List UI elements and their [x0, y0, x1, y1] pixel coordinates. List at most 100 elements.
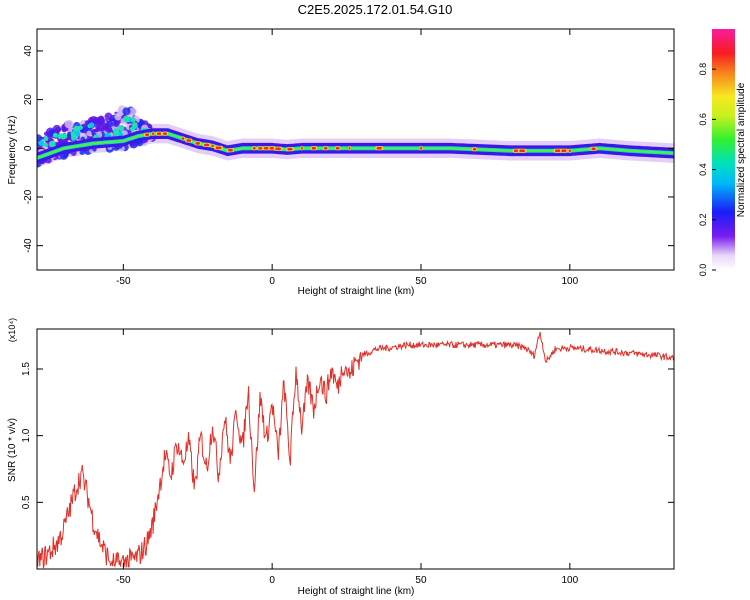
spectrogram-scatter-cell: [43, 142, 48, 148]
snr-x-tick-label: 50: [415, 575, 427, 586]
spectrogram-hotspot-core: [519, 149, 526, 153]
spectrogram-scatter-cell: [48, 140, 56, 148]
spectrogram-scatter-cell: [64, 119, 74, 129]
spectrogram-scatter-cell: [73, 125, 80, 132]
spectrogram-hotspot-core: [323, 146, 328, 150]
spectrogram-hotspot-core: [181, 137, 185, 140]
spectrogram-scatter-cell: [75, 130, 80, 136]
spectrogram-hotspot-core: [211, 144, 214, 148]
spectrogram-x-ticks: -50 0 50 100: [116, 29, 579, 287]
spectrogram-y-label: Frequency (Hz): [7, 116, 18, 185]
colorbar-tick-label: 0.8: [698, 63, 708, 76]
spectrogram-scatter-cell: [70, 134, 77, 141]
spectrogram-y-tick-label: 0: [23, 145, 34, 151]
colorbar-tick-label: 0.6: [698, 113, 708, 126]
spectrogram-scatter-cell: [131, 122, 138, 128]
spectrogram-core-green: [37, 132, 674, 160]
spectrogram-scatter-cell: [122, 115, 130, 123]
colorbar: 0.0 0.2 0.4 0.6 0.8 Normalized spectral ampl…: [698, 29, 747, 276]
snr-y-tick-label: 0.5: [21, 495, 32, 509]
spectrogram-hotspot-core: [376, 146, 383, 150]
spectrogram-hotspot-core: [300, 146, 303, 150]
spectrogram-scatter-cell: [86, 130, 92, 136]
snr-panel: -50 0 50 100 0.5 1.0 1.5 Height of straight l…: [7, 318, 675, 597]
spectrogram-x-tick-label: 100: [561, 276, 578, 287]
spectrogram-scatter-cell: [128, 107, 137, 116]
spectrogram-scatter-cell: [89, 122, 95, 128]
colorbar-label: Normalized spectral amplitude: [736, 82, 747, 217]
spectrogram-hotspot-core: [568, 149, 572, 153]
spectrogram-scatter-cell: [130, 117, 136, 123]
snr-y-tick-label: 1.5: [21, 362, 32, 376]
spectrogram-hotspot-core: [287, 147, 293, 151]
colorbar-tick-label: 0.4: [698, 163, 708, 176]
spectrogram-scatter-cell: [122, 107, 131, 116]
spectrogram-scatter-cell: [114, 113, 122, 121]
spectrogram-y-tick-label: -40: [23, 238, 34, 253]
spectrogram-hotspot-core: [513, 149, 519, 153]
spectrogram-scatter-cell: [57, 133, 63, 139]
spectrogram-hotspot-core: [348, 146, 351, 150]
snr-x-tick-label: 100: [561, 575, 578, 586]
spectrogram-hotspot-core: [203, 143, 210, 147]
spectrogram-hotspot-core: [335, 146, 340, 150]
spectrogram-hotspot-core: [156, 132, 162, 135]
figure-title: C2E5.2025.172.01.54.G10: [297, 2, 453, 17]
spectrogram-scatter-cell: [62, 127, 67, 133]
spectrogram-hotspot-core: [311, 146, 316, 150]
snr-series-line: [37, 331, 674, 569]
spectrogram-y-ticks: 40 20 0 -20 -40: [23, 45, 674, 253]
spectrogram-panel: -50 0 50 100 40 20 0 -20 -40 Height of straight…: [7, 28, 675, 297]
colorbar-gradient: [712, 29, 735, 270]
colorbar-tick-label: 0.2: [698, 214, 708, 227]
spectrogram-y-tick-label: 20: [23, 94, 34, 106]
snr-x-ticks: -50 0 50 100: [116, 329, 579, 586]
spectrogram-scatter-cell: [38, 140, 45, 147]
spectrogram-x-tick-label: -50: [116, 276, 131, 287]
snr-x-label: Height of straight line (km): [298, 586, 415, 597]
snr-frame: [36, 328, 675, 570]
spectrogram-x-tick-label: 50: [415, 276, 427, 287]
spectrogram-hotspot-core: [186, 139, 192, 142]
spectrogram-scatter-cell: [79, 149, 85, 155]
spectrogram-x-label: Height of straight line (km): [298, 286, 415, 297]
spectrogram-scatter-cell: [129, 126, 135, 132]
spectrogram-scatter-cell: [67, 131, 72, 136]
spectrogram-y-tick-label: 40: [23, 45, 34, 57]
spectrogram-hotspot-core: [263, 146, 269, 150]
spectrogram-hotspot-core: [258, 146, 263, 150]
spectrogram-scatter-cell: [43, 136, 49, 142]
spectrogram-scatter-cell: [89, 149, 93, 153]
spectrogram-hotspot-core: [269, 146, 275, 150]
spectrogram-y-tick-label: -20: [23, 189, 34, 204]
spectrogram-hotspot-core: [561, 149, 567, 153]
spectrogram-hotspot-core: [472, 147, 477, 151]
snr-y-label: SNR (10 * v/v): [7, 418, 18, 482]
snr-y-ticks: 0.5 1.0 1.5: [21, 362, 674, 509]
spectrogram-hotspot-core: [215, 146, 222, 150]
snr-y-tick-label: 1.0: [21, 428, 32, 442]
spectrogram-hotspot-core: [162, 132, 167, 135]
spectrogram-scatter-cell: [108, 118, 113, 122]
spectrogram-scatter-cell: [62, 133, 68, 139]
spectrogram-scatter-cell: [52, 124, 62, 134]
colorbar-tick-label: 0.0: [698, 264, 708, 277]
spectrogram-hotspot-core: [591, 147, 596, 151]
spectrogram-band: [37, 128, 674, 164]
spectrogram-hotspot-core: [195, 142, 200, 145]
spectrogram-scatter-cell: [112, 120, 120, 127]
snr-x-tick-label: -50: [116, 575, 131, 586]
spectrogram-hotspot-core: [151, 132, 155, 135]
snr-y-scale-label: (x10⁴): [7, 318, 17, 342]
spectrogram-scatter-cell: [52, 132, 58, 138]
snr-x-tick-label: 0: [269, 575, 275, 586]
spectrogram-hotspot-core: [275, 147, 282, 151]
spectrogram-scatter-cell: [113, 128, 120, 136]
spectrogram-hotspot-core: [252, 146, 256, 150]
spectrogram-scatter-cell: [118, 125, 125, 132]
spectrogram-data: [37, 105, 674, 168]
spectrogram-scatter-cell: [96, 117, 105, 126]
spectrogram-hotspot-core: [145, 133, 150, 136]
colorbar-ticks: 0.0 0.2 0.4 0.6 0.8: [698, 63, 716, 276]
